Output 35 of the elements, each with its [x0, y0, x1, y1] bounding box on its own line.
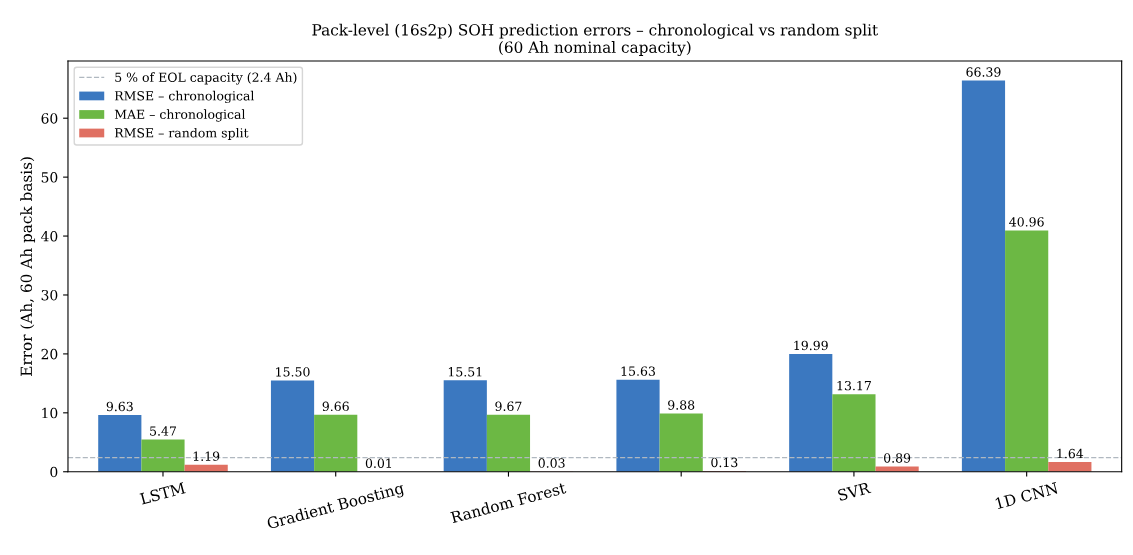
data-label: 66.39 [966, 67, 1001, 77]
data-label: 15.50 [276, 367, 310, 377]
y-tick-label: 0 [50, 466, 58, 478]
legend-label: 5 % of EOL capacity (2.4 Ah) [115, 72, 297, 85]
data-label: 40.96 [1009, 217, 1044, 227]
data-label: 5.47 [150, 426, 176, 436]
x-tick-label: 1D CNN [995, 481, 1059, 510]
y-tick-label: 50 [41, 172, 58, 183]
data-label: 9.63 [106, 401, 133, 412]
legend-label: MAE – chronological [114, 109, 246, 122]
y-axis-title: Error (Ah, 60 Ah pack basis) [20, 157, 36, 376]
x-tick-label: SVR [837, 481, 872, 502]
data-label: 0.89 [884, 453, 911, 463]
data-label: 9.88 [668, 400, 695, 410]
data-label: 15.51 [448, 367, 482, 377]
legend-label: RMSE – chronological [114, 90, 255, 104]
x-tick-label: Random Forest [450, 481, 567, 524]
y-tick-label: 30 [41, 289, 58, 301]
data-label: 9.67 [495, 401, 522, 411]
data-label: 19.99 [794, 340, 828, 351]
data-label: 0.03 [538, 458, 565, 468]
data-label: 13.17 [837, 380, 871, 391]
data-label: 9.66 [322, 401, 349, 412]
y-tick-label: 40 [41, 231, 58, 242]
data-label: 15.63 [621, 366, 655, 376]
y-tick-label: 20 [41, 348, 58, 360]
y-tick-label: 60 [41, 113, 58, 124]
y-tick-label: 10 [42, 407, 58, 419]
x-tick-label: LSTM [139, 481, 186, 505]
data-label: 1.19 [193, 451, 220, 461]
chart-title: Pack-level (16s2p) SOH prediction errors – chronological vs random split (60 Ah nominal capacity) [312, 23, 879, 57]
legend-label: RMSE – random split [114, 127, 249, 140]
data-label: 1.64 [1057, 448, 1084, 459]
data-label: 0.01 [365, 458, 392, 468]
data-label: 0.13 [711, 457, 738, 468]
